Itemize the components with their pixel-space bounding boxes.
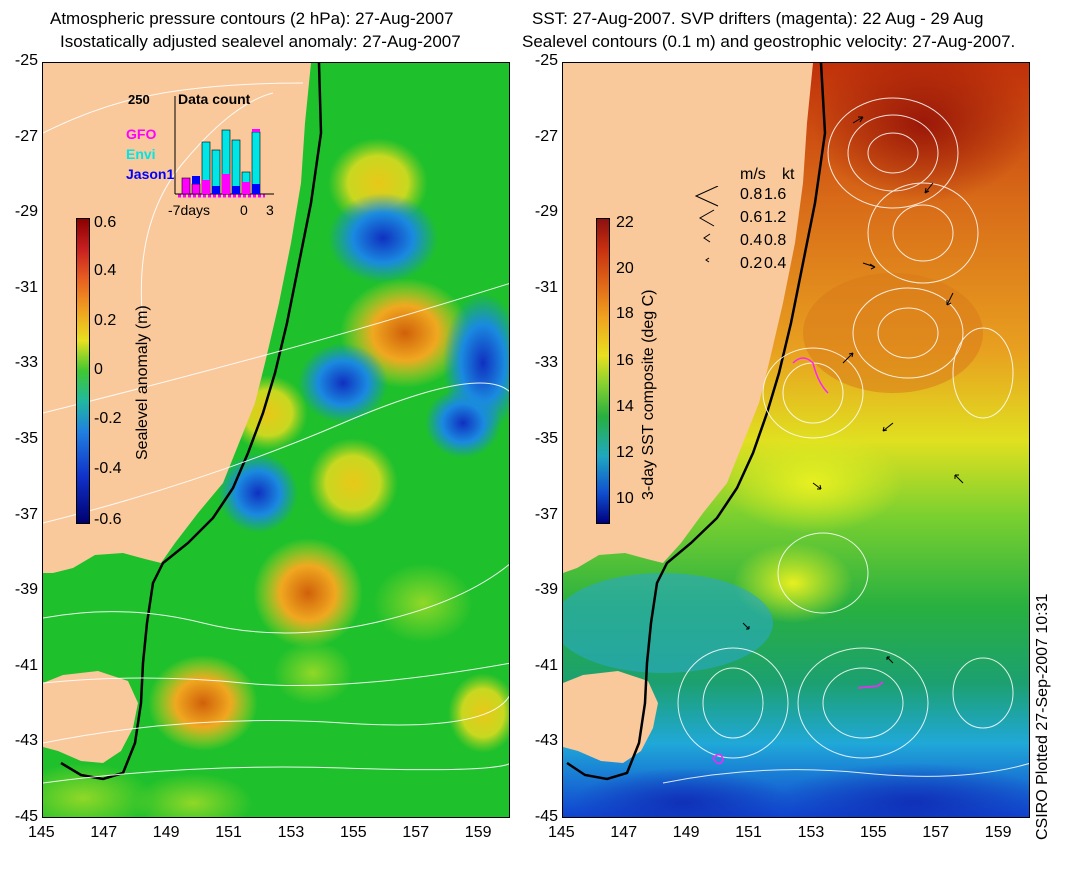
left-ytick-8: -41 xyxy=(14,656,38,674)
sst-map xyxy=(562,62,1030,818)
sealevel-map-svg xyxy=(43,63,509,817)
sst-tasmania xyxy=(563,671,658,763)
right-ytick-10: -45 xyxy=(534,808,558,825)
right-ytick-4: -33 xyxy=(534,354,558,372)
speed-legend-ms-0: 0.8 xyxy=(740,186,763,203)
tasmania xyxy=(43,671,138,763)
speed-legend-ms-2: 0.4 xyxy=(740,232,763,249)
left-ytick-2: -29 xyxy=(14,203,38,221)
right-xtick-0: 145 xyxy=(548,824,575,841)
sst-map-svg xyxy=(563,63,1029,817)
left-title-line1: Atmospheric pressure contours (2 hPa): 2… xyxy=(50,9,454,28)
geostrophic-velocity-arrows xyxy=(742,116,964,664)
right-ytick-1: -27 xyxy=(534,127,558,145)
speed-legend-arrows xyxy=(694,186,719,263)
right-ytick-7: -39 xyxy=(534,581,558,599)
left-ytick-10: -45 xyxy=(14,808,38,825)
right-ytick-0: -25 xyxy=(534,52,558,69)
right-ytick-8: -41 xyxy=(534,656,558,674)
sst-cbar-tick-1: 20 xyxy=(616,260,634,277)
left-ytick-4: -33 xyxy=(14,354,38,372)
right-xtick-6: 157 xyxy=(922,824,950,841)
left-xtick-2: 149 xyxy=(152,824,180,841)
speed-legend-kt-3: 0.4 xyxy=(764,255,787,272)
left-xtick-0: 145 xyxy=(28,824,55,841)
right-ytick-5: -35 xyxy=(534,430,558,447)
left-ytick-7: -39 xyxy=(14,581,38,599)
right-xtick-2: 149 xyxy=(672,824,700,841)
sst-shelf-line xyxy=(566,63,827,781)
sst-cbar-tick-6: 10 xyxy=(616,490,634,507)
inset-legend-jason1: Jason1 xyxy=(126,166,175,182)
sst-colorbar xyxy=(596,218,610,524)
sst-cbar-tick-3: 16 xyxy=(616,352,634,369)
left-ytick-3: -31 xyxy=(14,278,38,296)
right-ytick-3: -31 xyxy=(534,278,558,296)
inset-legend-envi: Envi xyxy=(126,146,156,162)
inset-ymax-label: 250 xyxy=(128,92,150,107)
left-xtick-1: 147 xyxy=(90,824,118,841)
speed-legend-kt-0: 1.6 xyxy=(764,186,787,203)
left-xtick-7: 159 xyxy=(464,824,492,841)
right-xtick-1: 147 xyxy=(610,824,638,841)
sealevel-anomaly-map xyxy=(42,62,510,818)
left-title-line2: Isostatically adjusted sealevel anomaly:… xyxy=(60,32,461,51)
speed-legend-ms-1: 0.6 xyxy=(740,209,763,226)
inset-bars-svg xyxy=(174,96,274,198)
sealevel-contours xyxy=(662,97,1029,784)
sla-cbar-tick-2: 0.2 xyxy=(94,312,117,329)
right-ytick-9: -43 xyxy=(534,732,558,750)
sst-cbar-tick-5: 12 xyxy=(616,444,634,461)
inset-legend-gfo: GFO xyxy=(126,126,157,142)
inset-xtick-start: -7days xyxy=(168,202,211,218)
sst-cbar-tick-4: 14 xyxy=(616,398,634,415)
sla-cbar-tick-0: 0.6 xyxy=(94,214,117,231)
left-xtick-3: 151 xyxy=(215,824,242,841)
speed-legend-kt-1: 1.2 xyxy=(764,209,787,226)
speed-legend-ms-3: 0.2 xyxy=(740,255,763,272)
sla-cbar-tick-1: 0.4 xyxy=(94,262,117,279)
right-xtick-5: 155 xyxy=(860,824,887,841)
sla-cbar-tick-3: 0 xyxy=(94,361,103,378)
speed-legend-header-kt: kt xyxy=(782,166,795,183)
left-ytick-1: -27 xyxy=(14,127,38,145)
sst-cbar-tick-2: 18 xyxy=(616,305,634,322)
inset-xtick-zero: 0 xyxy=(240,202,248,218)
speed-legend-header-ms: m/s xyxy=(740,166,766,183)
left-xtick-4: 153 xyxy=(277,824,305,841)
sla-cbar-tick-6: -0.6 xyxy=(94,511,122,528)
plot-credit: CSIRO Plotted 27-Sep-2007 10:31 xyxy=(1034,593,1051,840)
sst-cbar-tick-0: 22 xyxy=(616,214,634,231)
sst-cbar-label: 3-day SST composite (deg C) xyxy=(640,289,657,500)
sst-mainland-australia xyxy=(563,63,813,573)
right-xtick-7: 159 xyxy=(984,824,1012,841)
left-xtick-5: 155 xyxy=(340,824,367,841)
svp-drifter-tracks xyxy=(712,357,884,765)
sla-cbar-tick-4: -0.2 xyxy=(94,410,122,427)
left-ytick-6: -37 xyxy=(14,505,38,523)
right-xtick-3: 151 xyxy=(735,824,762,841)
inset-title: Data count xyxy=(178,91,251,107)
left-ytick-0: -25 xyxy=(14,52,38,69)
speed-legend-kt-2: 0.8 xyxy=(764,232,787,249)
right-ytick-6: -37 xyxy=(534,505,558,523)
inset-xtick-end: 3 xyxy=(266,202,274,218)
right-title-line2: Sealevel contours (0.1 m) and geostrophi… xyxy=(522,32,1016,51)
left-xtick-6: 157 xyxy=(402,824,430,841)
left-ytick-9: -43 xyxy=(14,732,38,750)
sla-cbar-tick-5: -0.4 xyxy=(94,460,122,477)
left-ytick-5: -35 xyxy=(14,430,38,447)
sla-cbar-label: Sealevel anomaly (m) xyxy=(134,305,151,460)
right-title-line1: SST: 27-Aug-2007. SVP drifters (magenta)… xyxy=(532,9,984,28)
right-xtick-4: 153 xyxy=(797,824,825,841)
pressure-contours xyxy=(43,82,509,784)
continental-shelf-line xyxy=(60,63,323,781)
sealevel-colorbar xyxy=(76,218,90,524)
right-ytick-2: -29 xyxy=(534,203,558,221)
